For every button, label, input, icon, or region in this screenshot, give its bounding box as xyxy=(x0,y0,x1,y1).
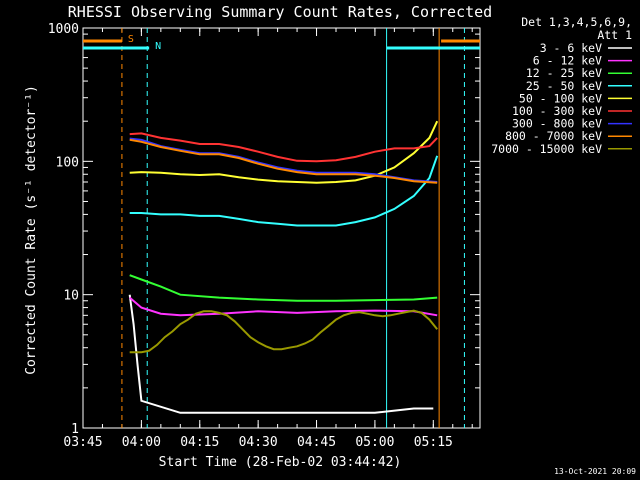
legend-label: 300 - 800 keV xyxy=(512,117,602,131)
vertical-markers xyxy=(121,28,465,428)
series-line xyxy=(129,155,439,227)
plot-timestamp: 13-Oct-2021 20:09 xyxy=(554,467,636,476)
series-lines xyxy=(128,120,439,414)
legend-header-detectors: Det 1,3,4,5,6,9, xyxy=(521,15,632,29)
x-tick-label: 03:45 xyxy=(63,435,102,450)
y-tick-label: 10 xyxy=(63,289,79,304)
legend-label: 50 - 100 keV xyxy=(519,91,602,105)
series-line xyxy=(129,138,438,184)
series-line xyxy=(129,137,438,183)
legend-label: 800 - 7000 keV xyxy=(505,129,602,143)
legend-label: 12 - 25 keV xyxy=(526,66,602,80)
series-line xyxy=(129,274,438,302)
legend-label: 100 - 300 keV xyxy=(512,104,602,118)
x-tick-label: 04:30 xyxy=(239,435,278,450)
chart-title: RHESSI Observing Summary Count Rates, Co… xyxy=(68,3,492,21)
x-tick-label: 04:15 xyxy=(180,435,219,450)
y-tick-label: 1 xyxy=(71,422,79,437)
y-tick-label: 1000 xyxy=(48,22,79,37)
series-line xyxy=(129,309,438,354)
x-tick-label: 04:00 xyxy=(122,435,161,450)
plot-border xyxy=(82,27,481,429)
series-line xyxy=(128,294,434,414)
flag-label: N xyxy=(155,41,161,52)
plot-frame xyxy=(82,27,481,429)
legend-label: 25 - 50 keV xyxy=(526,79,602,93)
legend-label: 3 - 6 keV xyxy=(540,41,602,55)
legend-label: 6 - 12 keV xyxy=(533,54,602,68)
flag-label: S xyxy=(128,34,134,45)
series-line xyxy=(129,296,438,317)
x-tick-label: 04:45 xyxy=(297,435,336,450)
legend-header-attenuator: Att 1 xyxy=(597,28,632,42)
axis-ticks: 03:45 04:00 04:15 04:30 04:45 05:00 05:15 1 10 10… xyxy=(48,22,480,450)
series-line xyxy=(129,120,439,184)
series-line xyxy=(129,132,438,163)
x-axis-label: Start Time (28-Feb-02 03:44:42) xyxy=(159,455,402,470)
x-tick-label: 05:15 xyxy=(414,435,453,450)
x-tick-label: 05:00 xyxy=(355,435,394,450)
y-axis-label: Corrected Count Rate (s⁻¹ detector⁻¹) xyxy=(24,85,39,375)
y-tick-label: 100 xyxy=(56,155,79,170)
flag-bars: SN xyxy=(83,34,480,52)
legend-label: 7000 - 15000 keV xyxy=(491,142,602,156)
